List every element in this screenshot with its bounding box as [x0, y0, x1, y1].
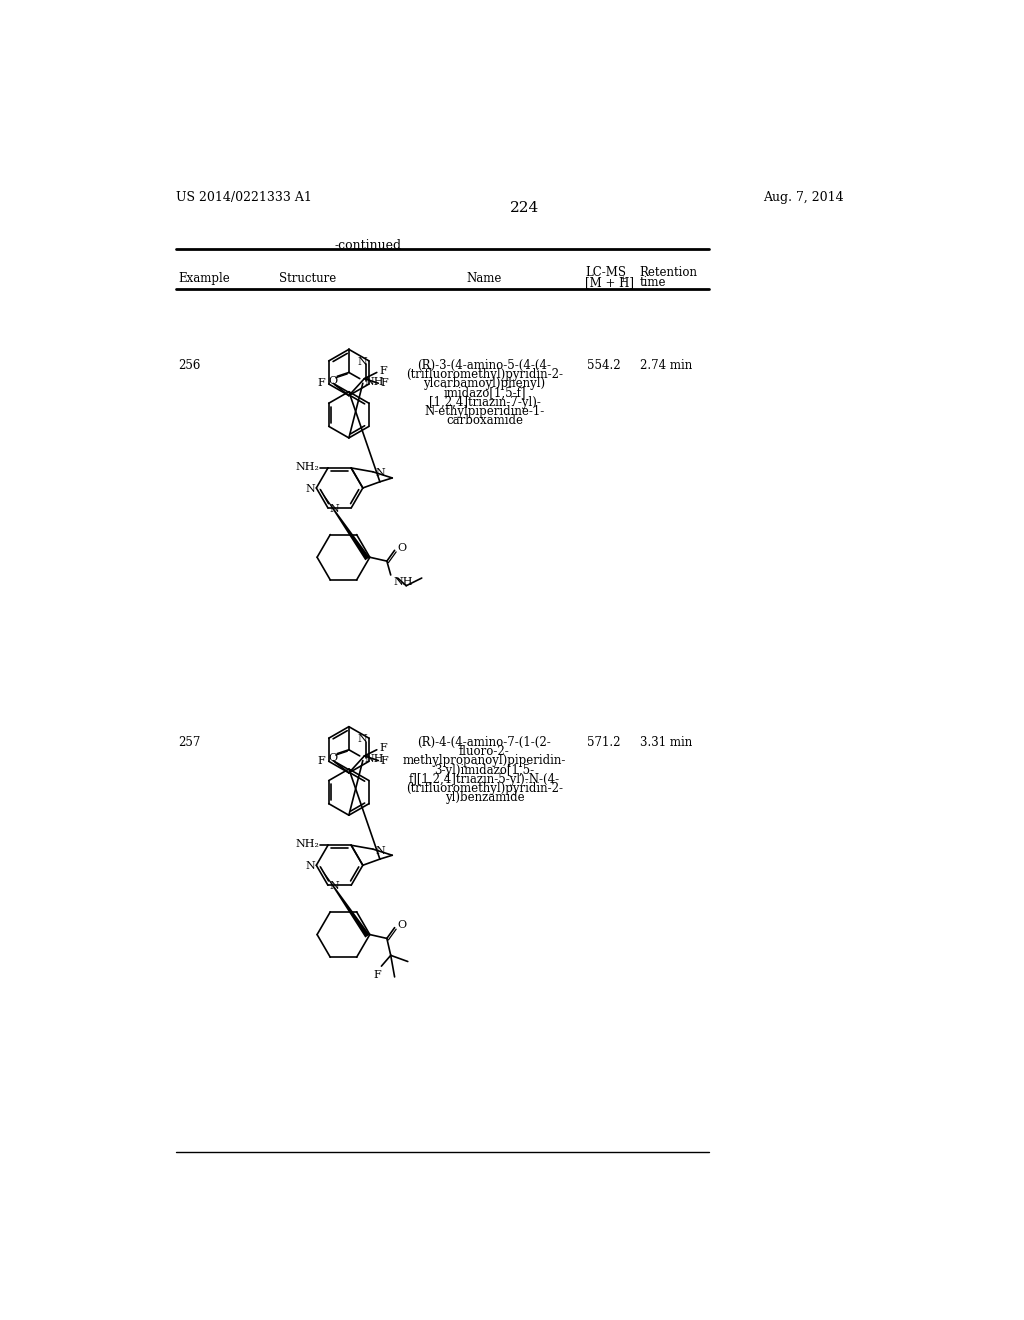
- Text: (R)-4-(4-amino-7-(1-(2-: (R)-4-(4-amino-7-(1-(2-: [418, 737, 551, 748]
- Text: F: F: [374, 970, 381, 979]
- Text: US 2014/0221333 A1: US 2014/0221333 A1: [176, 190, 312, 203]
- Text: carboxamide: carboxamide: [446, 414, 523, 428]
- Text: N: N: [375, 846, 385, 855]
- Text: F: F: [379, 743, 387, 754]
- Text: 256: 256: [178, 359, 201, 372]
- Text: (trifluoromethyl)pyridin-2-: (trifluoromethyl)pyridin-2-: [406, 781, 563, 795]
- Text: N: N: [357, 356, 368, 367]
- Text: 554.2: 554.2: [587, 359, 621, 372]
- Text: F: F: [317, 379, 326, 388]
- Text: F: F: [317, 755, 326, 766]
- Text: F: F: [381, 379, 388, 388]
- Text: N-ethylpiperidine-1-: N-ethylpiperidine-1-: [424, 405, 545, 418]
- Text: N: N: [330, 504, 339, 513]
- Text: (trifluoromethyl)pyridin-2-: (trifluoromethyl)pyridin-2-: [406, 368, 563, 381]
- Text: Retention: Retention: [640, 267, 697, 280]
- Polygon shape: [317, 487, 370, 560]
- Text: Example: Example: [178, 272, 230, 285]
- Text: N: N: [375, 469, 385, 478]
- Text: f][1,2,4]triazin-5-yl)-N-(4-: f][1,2,4]triazin-5-yl)-N-(4-: [409, 774, 560, 785]
- Text: NH: NH: [365, 754, 384, 764]
- Polygon shape: [317, 863, 370, 937]
- Text: fluoro-2-: fluoro-2-: [459, 744, 510, 758]
- Text: yl)benzamide: yl)benzamide: [444, 792, 524, 804]
- Text: Structure: Structure: [280, 272, 336, 285]
- Text: -continued: -continued: [335, 239, 401, 252]
- Text: imidazo[1,5-f]: imidazo[1,5-f]: [443, 387, 525, 400]
- Text: 3.31 min: 3.31 min: [640, 737, 692, 748]
- Text: NH₂: NH₂: [296, 840, 319, 850]
- Text: 3-yl)imidazo[1,5-: 3-yl)imidazo[1,5-: [434, 763, 535, 776]
- Text: (R)-3-(4-amino-5-(4-(4-: (R)-3-(4-amino-5-(4-(4-: [418, 359, 552, 372]
- Text: N: N: [330, 880, 339, 891]
- Text: methylpropanoyl)piperidin-: methylpropanoyl)piperidin-: [402, 755, 566, 767]
- Text: NH: NH: [365, 376, 384, 387]
- Text: NH: NH: [393, 577, 413, 587]
- Text: N: N: [305, 861, 314, 871]
- Text: ylcarbamoyl)phenyl): ylcarbamoyl)phenyl): [424, 378, 546, 391]
- Text: O: O: [397, 920, 407, 931]
- Text: 571.2: 571.2: [587, 737, 621, 748]
- Text: NH₂: NH₂: [296, 462, 319, 473]
- Text: F: F: [381, 755, 388, 766]
- Text: N: N: [305, 483, 314, 494]
- Text: LC-MS: LC-MS: [586, 267, 627, 280]
- Text: O: O: [329, 754, 338, 763]
- Text: O: O: [397, 543, 407, 553]
- Text: N: N: [357, 734, 368, 744]
- Text: F: F: [379, 366, 387, 376]
- Text: [M + H]: [M + H]: [586, 276, 634, 289]
- Text: +: +: [620, 275, 627, 282]
- Text: 224: 224: [510, 201, 540, 215]
- Text: O: O: [329, 376, 338, 385]
- Text: Name: Name: [467, 272, 502, 285]
- Text: 2.74 min: 2.74 min: [640, 359, 692, 372]
- Text: time: time: [640, 276, 666, 289]
- Text: 257: 257: [178, 737, 201, 748]
- Text: [1,2,4]triazin-7-yl)-: [1,2,4]triazin-7-yl)-: [429, 396, 541, 409]
- Text: Aug. 7, 2014: Aug. 7, 2014: [764, 190, 844, 203]
